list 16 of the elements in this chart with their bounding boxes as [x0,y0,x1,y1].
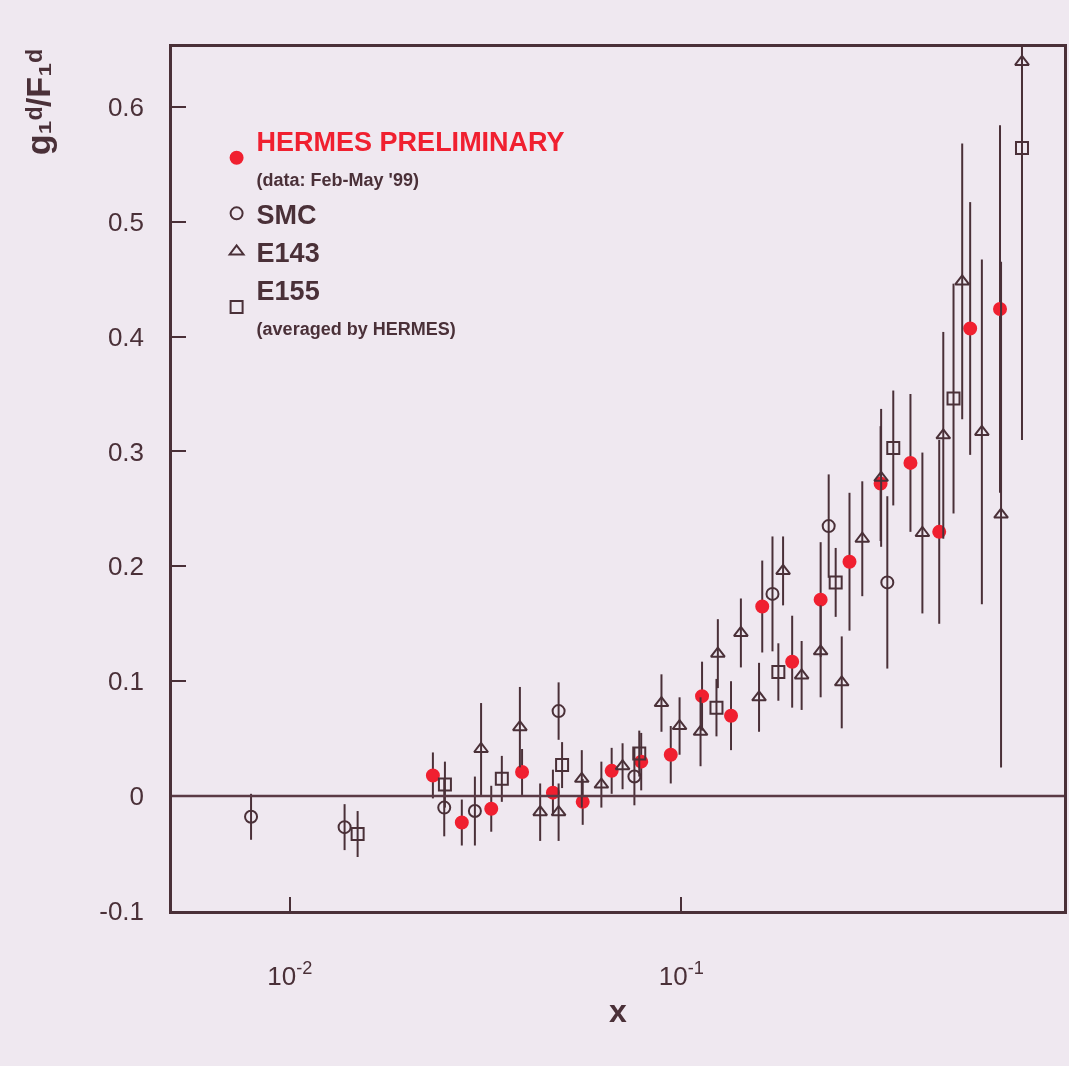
y-tick-label: 0.3 [107,436,145,467]
legend-label: SMC [256,199,317,230]
y-tick-label: 0.6 [107,91,145,122]
x-tick-label: 10$^{-1}$ [658,958,704,991]
y-tick-label: -0.1 [99,896,145,927]
y-axis-title: g₁ᵈ/F₁ᵈ [19,49,58,156]
y-tick-label: 0.2 [107,551,145,582]
legend-label: E143 [256,238,320,268]
x-tick-label: 10$^{-2}$ [267,958,313,991]
y-tick-label: 0.1 [107,666,145,697]
x-axis-title: x [609,992,628,1029]
y-tick-label: 0 [129,781,145,812]
legend-label: E155 (averaged by HERMES) [256,276,456,340]
y-tick-label: 0.4 [107,321,145,352]
y-tick-label: 0.5 [107,206,145,237]
legend-label: HERMES PRELIMINARY (data: Feb-May '99) [256,126,565,190]
